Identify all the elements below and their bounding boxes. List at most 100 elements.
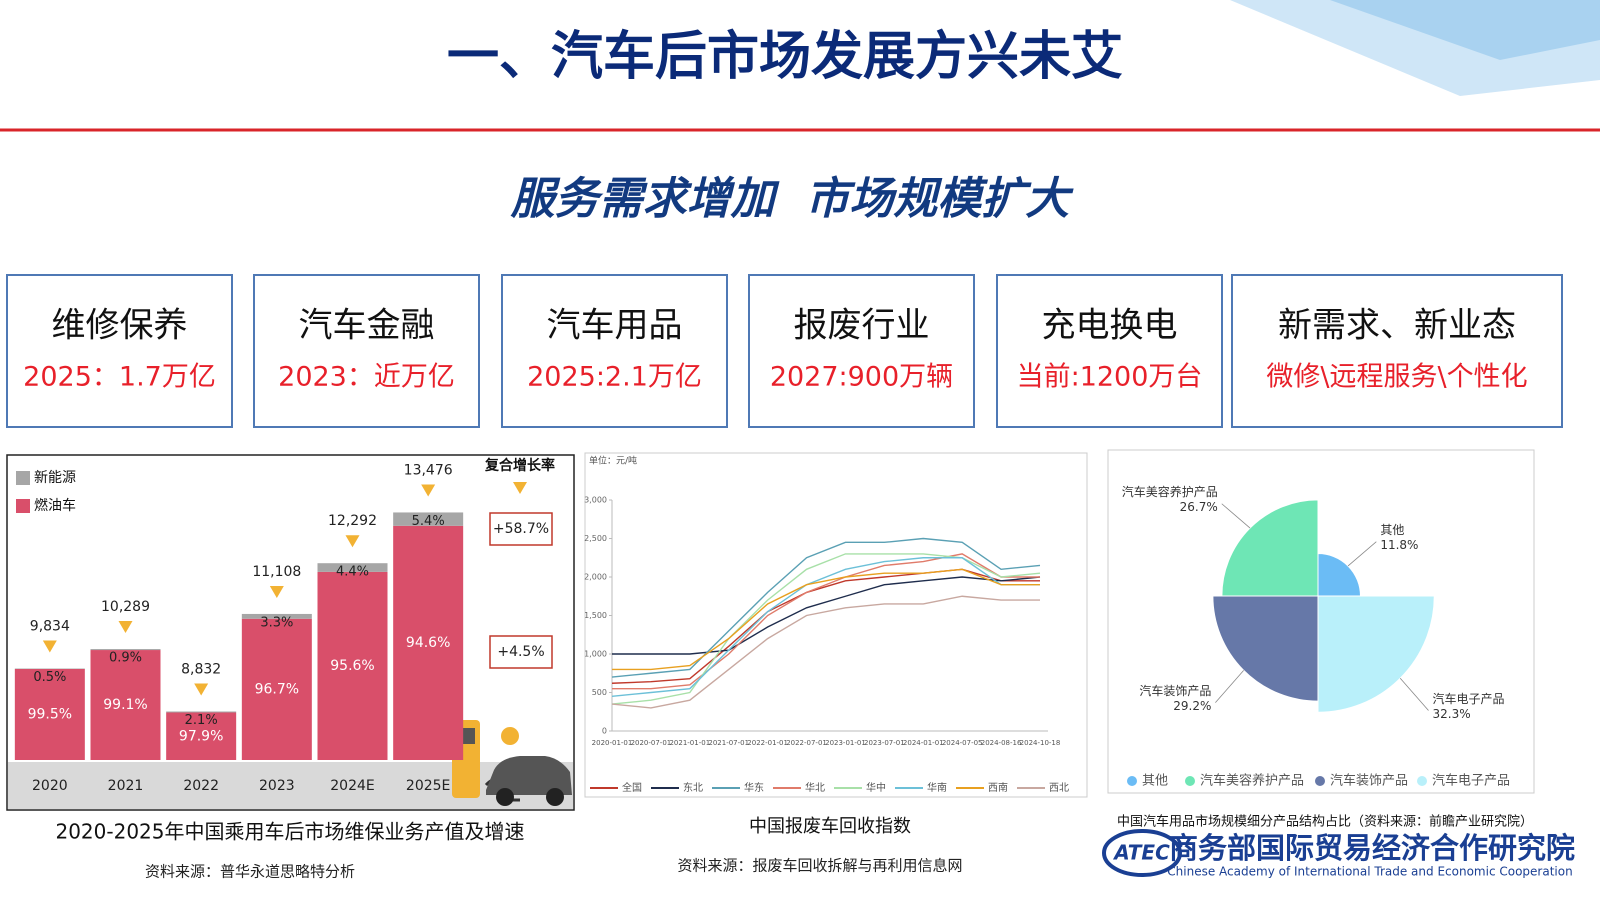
y-tick-label: 1,000 — [584, 650, 607, 659]
x-tick-label: 2021-01-01 — [669, 739, 710, 747]
card-value: 当前:1200万台 — [1017, 362, 1203, 393]
legend-label: 汽车美容养护产品 — [1200, 773, 1304, 789]
source: 资料来源：普华永道思略特分析 — [145, 863, 355, 881]
leader-line — [1221, 503, 1251, 529]
total-marker — [118, 621, 133, 634]
x-tick-label: 2022 — [183, 778, 219, 794]
total-marker — [42, 640, 57, 653]
decor — [1330, 0, 1600, 60]
leader-line — [1347, 541, 1377, 567]
cagr-box — [489, 635, 553, 669]
legend-swatch — [1315, 776, 1325, 786]
x-tick-label: 2022-01-01 — [747, 739, 788, 747]
card-title: 汽车用品 — [547, 306, 683, 346]
card-title: 维修保养 — [52, 306, 188, 346]
data-label: 94.6% — [406, 635, 450, 651]
slice-value: 29.2% — [1173, 699, 1211, 713]
total-label: 11,108 — [252, 564, 301, 580]
data-label: 95.6% — [330, 658, 374, 674]
line-series — [612, 568, 1040, 671]
card-value: 微修\远程服务\个性化 — [1266, 362, 1527, 393]
legend-label: 华南 — [927, 781, 947, 794]
x-tick-label: 2023 — [259, 778, 295, 794]
data-label: 2.1% — [185, 713, 218, 728]
legend-label: 其他 — [1142, 774, 1168, 789]
wheel — [546, 788, 564, 806]
data-label: 96.7% — [255, 681, 299, 697]
legend-label: 汽车装饰产品 — [1330, 773, 1408, 789]
total-marker — [345, 535, 360, 548]
legend-label: 全国 — [622, 781, 642, 794]
logo-english: Chinese Academy of International Trade a… — [1167, 865, 1572, 879]
legend-label: 新能源 — [34, 470, 76, 486]
x-tick-label: 2020-01-01 — [592, 739, 633, 747]
bar-segment — [166, 712, 237, 760]
legend-label: 华东 — [744, 781, 764, 794]
card — [748, 274, 975, 428]
x-tick-label: 2024-07-05 — [942, 739, 983, 747]
rose-wedge — [1221, 499, 1319, 597]
card — [501, 274, 728, 428]
legend-swatch — [1185, 776, 1195, 786]
bar-segment — [166, 711, 237, 713]
cagr-title: 复合增长率 — [484, 457, 555, 474]
x-tick-label: 2024E — [330, 778, 374, 794]
bar-segment — [393, 525, 464, 760]
data-label: 99.5% — [28, 707, 72, 723]
legend-label: 燃油车 — [34, 497, 76, 514]
slice-value: 11.8% — [1380, 538, 1418, 552]
legend-label: 东北 — [683, 781, 703, 794]
slice-label: 汽车电子产品 — [1433, 691, 1505, 706]
logo-ring — [1102, 829, 1182, 877]
chart-frame — [584, 452, 1088, 798]
legend-swatch — [16, 499, 30, 513]
caption: 中国报废车回收指数 — [749, 816, 911, 837]
line-series — [611, 595, 1040, 709]
total-marker — [421, 484, 436, 497]
card-value: 2027:900万辆 — [770, 362, 953, 393]
cagr-marker — [513, 482, 527, 494]
total-label: 13,476 — [404, 462, 453, 478]
legend-swatch — [1127, 776, 1137, 786]
x-tick-label: 2021-07-01 — [708, 739, 749, 747]
bar-segment — [317, 571, 388, 760]
legend-label: 华中 — [866, 781, 886, 794]
data-label: 99.1% — [103, 697, 147, 713]
line-series — [612, 553, 1040, 690]
total-label: 9,834 — [30, 619, 70, 635]
line-series — [612, 576, 1041, 655]
card — [253, 274, 480, 428]
card — [996, 274, 1223, 428]
card-value: 2025:2.1万亿 — [527, 362, 702, 393]
data-label: 0.9% — [109, 651, 142, 666]
total-label: 10,289 — [101, 599, 150, 615]
total-marker — [194, 683, 209, 696]
total-label: 8,832 — [181, 661, 221, 677]
x-tick-label: 2020-07-01 — [631, 739, 672, 747]
slice-label: 汽车装饰产品 — [1139, 683, 1211, 698]
legend-swatch — [1417, 776, 1427, 786]
y-axis-label: 单位：元/吨 — [589, 455, 637, 467]
cagr-box — [489, 512, 553, 546]
total-label: 12,292 — [328, 513, 377, 529]
leader-line — [1215, 670, 1244, 703]
bar-segment — [241, 618, 312, 760]
card — [6, 274, 233, 428]
card-title: 新需求、新业态 — [1278, 306, 1516, 346]
caption: 中国汽车用品市场规模细分产品结构占比（资料来源：前瞻产业研究院） — [1117, 814, 1533, 830]
x-tick-label: 2025E — [406, 778, 450, 794]
legend-swatch — [16, 471, 30, 485]
rose-wedge — [1317, 595, 1435, 713]
slice-label: 其他 — [1380, 523, 1404, 537]
rose-wedge — [1317, 553, 1361, 597]
source: 资料来源：报废车回收拆解与再利用信息网 — [677, 857, 962, 875]
data-label: 5.4% — [412, 514, 445, 529]
logo: ATEC 商务部国际贸易经济合作研究院 Chinese Academy of I… — [1102, 829, 1575, 879]
leader-line — [1399, 677, 1429, 711]
y-tick-label: 2,000 — [584, 573, 607, 582]
slice-value: 32.3% — [1433, 707, 1471, 721]
line-series — [611, 537, 1041, 678]
line-series — [611, 553, 1041, 705]
card-value: 2023：近万亿 — [278, 362, 455, 393]
